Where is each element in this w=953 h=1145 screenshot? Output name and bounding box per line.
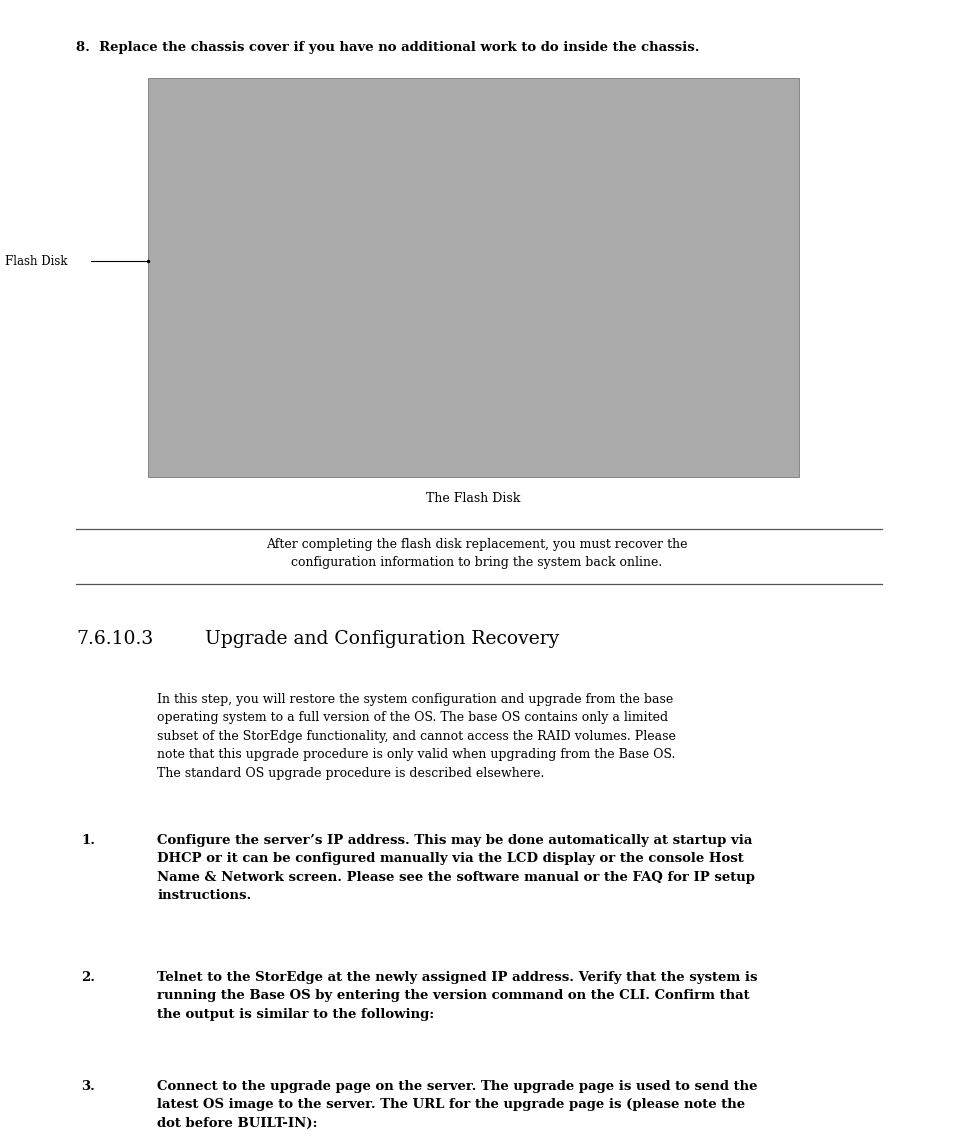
- Text: Configure the server’s IP address. This may be done automatically at startup via: Configure the server’s IP address. This …: [157, 834, 755, 902]
- Text: Connect to the upgrade page on the server. The upgrade page is used to send the
: Connect to the upgrade page on the serve…: [157, 1080, 757, 1130]
- Text: Upgrade and Configuration Recovery: Upgrade and Configuration Recovery: [205, 630, 558, 648]
- Bar: [148, 78, 799, 477]
- Text: 2.: 2.: [81, 971, 95, 984]
- Text: 7.6.10.3: 7.6.10.3: [76, 630, 153, 648]
- Text: 8.  Replace the chassis cover if you have no additional work to do inside the ch: 8. Replace the chassis cover if you have…: [76, 41, 700, 54]
- Text: Flash Disk: Flash Disk: [5, 254, 68, 268]
- Text: 3.: 3.: [81, 1080, 95, 1092]
- Text: 1.: 1.: [81, 834, 95, 846]
- Text: Telnet to the StorEdge at the newly assigned IP address. Verify that the system : Telnet to the StorEdge at the newly assi…: [157, 971, 757, 1021]
- Text: In this step, you will restore the system configuration and upgrade from the bas: In this step, you will restore the syste…: [157, 693, 676, 780]
- Text: After completing the flash disk replacement, you must recover the
configuration : After completing the flash disk replacem…: [266, 537, 687, 569]
- Text: The Flash Disk: The Flash Disk: [426, 492, 520, 505]
